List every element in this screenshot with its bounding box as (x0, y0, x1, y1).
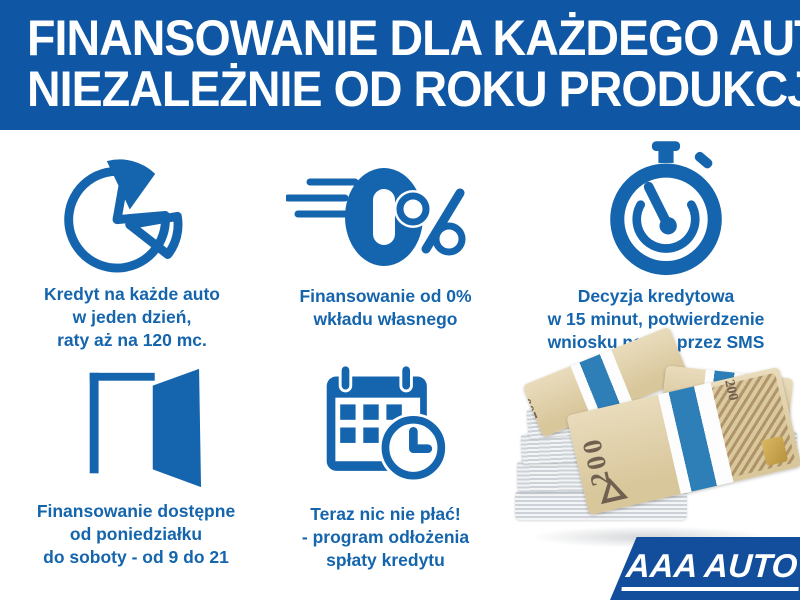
caption-line: w 15 minut, potwierdzenie (547, 309, 765, 329)
header-line-1: FINANSOWANIE DLA KAŻDEGO AUTA (27, 10, 800, 66)
caption-line: spłaty kredytu (326, 550, 445, 570)
logo-text: AAA AUTO (621, 546, 800, 591)
caption-line: Decyzja kredytowa (577, 286, 735, 306)
caption-line: Finansowanie od 0% (299, 286, 472, 306)
caption-line: Kredyt na każde auto (43, 284, 221, 304)
caption-line: w jeden dzień, (72, 307, 192, 327)
caption-line: do soboty - od 9 do 21 (43, 547, 229, 567)
calendar-clock-icon (310, 360, 458, 495)
zero-percent-icon (283, 163, 478, 271)
caption-line: - program odłożenia (301, 527, 470, 547)
feature-caption-credit: Kredyt na każde auto w jeden dzień, raty… (8, 283, 256, 352)
feature-caption-zero-percent: Finansowanie od 0% wkładu własnego (263, 285, 508, 331)
pie-chart-icon (58, 143, 204, 281)
header-line-2: NIEZALEŻNIE OD ROKU PRODUKCJI (27, 61, 800, 117)
open-door-icon (66, 360, 208, 495)
stopwatch-icon (597, 138, 735, 280)
caption-line: wkładu własnego (313, 309, 458, 329)
feature-caption-deferral: Teraz nic nie płać! - program odłożenia … (263, 503, 508, 572)
caption-line: od poniedziałku (69, 524, 203, 544)
money-stacks-image: 200 200 200 (513, 326, 800, 548)
header-banner: FINANSOWANIE DLA KAŻDEGO AUTA NIEZALEŻNI… (0, 0, 800, 130)
feature-caption-availability: Finansowanie dostępne od poniedziałku do… (10, 500, 262, 569)
aaa-auto-logo: AAA AUTO (610, 537, 800, 600)
caption-line: Finansowanie dostępne (36, 501, 236, 521)
caption-line: Teraz nic nie płać! (310, 504, 461, 524)
caption-line: raty aż na 120 mc. (57, 330, 207, 350)
